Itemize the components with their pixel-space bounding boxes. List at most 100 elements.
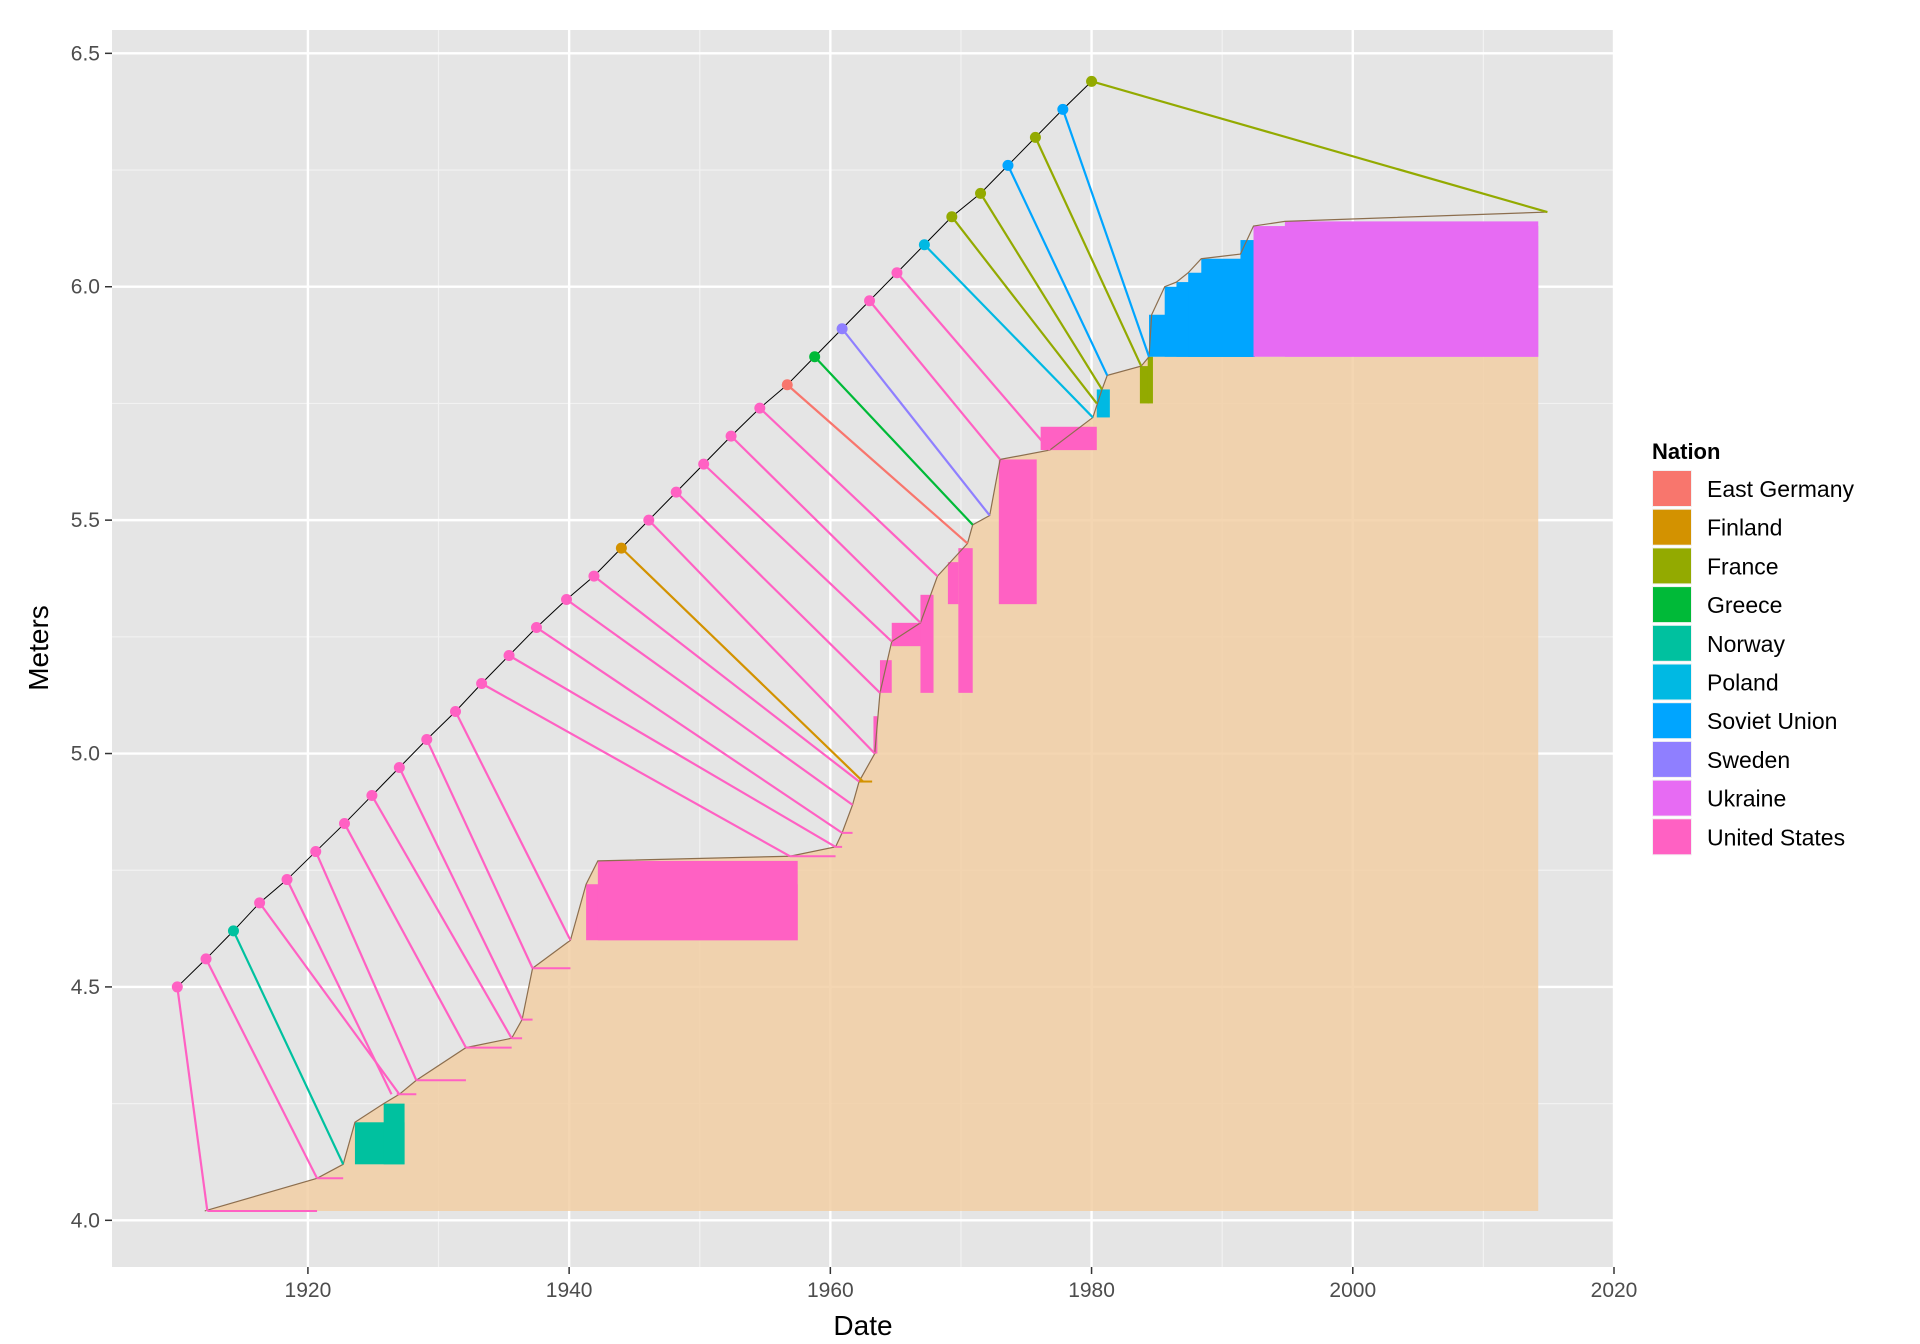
- record-connector: [398, 767, 524, 1021]
- record-connector: [1034, 136, 1143, 367]
- record-point: [476, 678, 488, 690]
- y-tick-label: 5.5: [71, 509, 100, 532]
- record-connector: [759, 407, 939, 577]
- legend-swatch-norway: [1653, 625, 1691, 661]
- record-connector: [950, 216, 1098, 405]
- legend-title: Nation: [1652, 439, 1720, 464]
- y-tick-label: 5.0: [71, 743, 100, 766]
- record-connector: [593, 575, 860, 783]
- legend-swatch-france: [1653, 548, 1691, 584]
- record-point: [946, 211, 958, 223]
- shaded-area-fill: [204, 356, 1539, 1211]
- x-tick-label: 2000: [1329, 1279, 1376, 1302]
- record-point: [781, 379, 793, 391]
- record-polyline: [176, 80, 1092, 988]
- legend-swatch-soviet-union: [1653, 703, 1691, 739]
- legend-swatch-united-states: [1653, 819, 1691, 855]
- legend-label: Greece: [1707, 592, 1782, 618]
- record-connector: [343, 823, 467, 1049]
- record-connector: [176, 986, 209, 1212]
- record-point: [891, 267, 903, 279]
- legend-swatch-finland: [1653, 509, 1691, 545]
- record-point: [393, 762, 405, 774]
- record-connector: [923, 243, 1094, 419]
- record-point: [421, 734, 433, 746]
- record-point: [310, 846, 322, 858]
- record-connector: [205, 958, 319, 1179]
- record-connector: [841, 328, 991, 517]
- bar-france: [1139, 366, 1150, 404]
- record-connector: [979, 192, 1103, 391]
- bar-united-states: [873, 716, 878, 754]
- record-connector: [1006, 164, 1109, 376]
- record-connector: [425, 739, 534, 969]
- record-connector: [868, 300, 1001, 461]
- record-connectors: [176, 80, 1548, 1212]
- record-point: [725, 430, 737, 442]
- bar-united-states: [920, 594, 934, 693]
- y-tick-label: 4.0: [71, 1209, 100, 1232]
- record-point: [670, 486, 682, 498]
- y-tick-label: 4.5: [71, 976, 100, 999]
- record-point: [200, 953, 212, 965]
- record-connector: [1091, 80, 1548, 214]
- legend-label: Poland: [1707, 670, 1779, 696]
- record-point: [450, 706, 462, 718]
- legend-label: East Germany: [1707, 476, 1854, 502]
- record-point: [561, 593, 573, 605]
- legend-swatch-east-germany: [1653, 471, 1691, 506]
- record-point: [975, 187, 987, 199]
- record-connector: [730, 435, 922, 624]
- record-point: [530, 621, 542, 633]
- bar-united-states: [597, 860, 798, 941]
- record-point: [1002, 159, 1014, 171]
- legend-label: Norway: [1707, 631, 1785, 657]
- record-point: [615, 542, 627, 554]
- x-tick-label: 1940: [546, 1279, 593, 1302]
- record-connector: [314, 851, 418, 1081]
- bar-united-states: [958, 548, 973, 693]
- bar-norway: [383, 1103, 405, 1165]
- legend-label: Finland: [1707, 515, 1782, 541]
- record-connector: [535, 626, 843, 834]
- record-point: [1029, 131, 1041, 143]
- axes: 1920 1940 1960 1980 2000 2020 4.0 4.5 5.0 5.5 6.0 6…: [71, 42, 1638, 1302]
- record-connector: [508, 654, 837, 848]
- record-point: [1086, 75, 1098, 87]
- bar-united-states: [998, 459, 1037, 605]
- record-point: [918, 239, 930, 251]
- bar-united-states: [947, 562, 959, 605]
- record-connector: [286, 879, 393, 1095]
- record-point: [754, 402, 766, 414]
- legend-swatch-greece: [1653, 587, 1691, 623]
- record-connector: [786, 383, 969, 545]
- record-point: [254, 897, 266, 909]
- record-connector: [370, 794, 513, 1039]
- record-point: [836, 323, 848, 335]
- legend-label: United States: [1707, 824, 1845, 850]
- record-point: [338, 818, 350, 830]
- legend-label: Ukraine: [1707, 786, 1786, 812]
- legend-label: Soviet Union: [1707, 708, 1837, 734]
- record-point: [588, 570, 600, 582]
- record-connector: [481, 682, 791, 858]
- y-axis-title: Meters: [23, 605, 54, 691]
- bar-united-states: [879, 660, 892, 693]
- record-point: [1057, 103, 1069, 115]
- record-connector: [648, 519, 876, 755]
- x-tick-label: 2020: [1591, 1279, 1638, 1302]
- record-connector: [896, 272, 1051, 451]
- bar-poland: [1096, 389, 1110, 418]
- bar-ukraine: [1284, 221, 1539, 357]
- record-connector: [620, 547, 864, 783]
- record-points: [171, 75, 1098, 993]
- record-point: [503, 650, 515, 662]
- legend-label: France: [1707, 553, 1779, 579]
- bar-soviet-union: [1240, 240, 1255, 357]
- bar-united-states: [1040, 426, 1097, 451]
- record-point: [171, 981, 183, 993]
- legend: Nation East Germany Finland France Greece No…: [1652, 439, 1854, 856]
- legend-swatch-ukraine: [1653, 780, 1691, 816]
- record-connector: [454, 711, 572, 941]
